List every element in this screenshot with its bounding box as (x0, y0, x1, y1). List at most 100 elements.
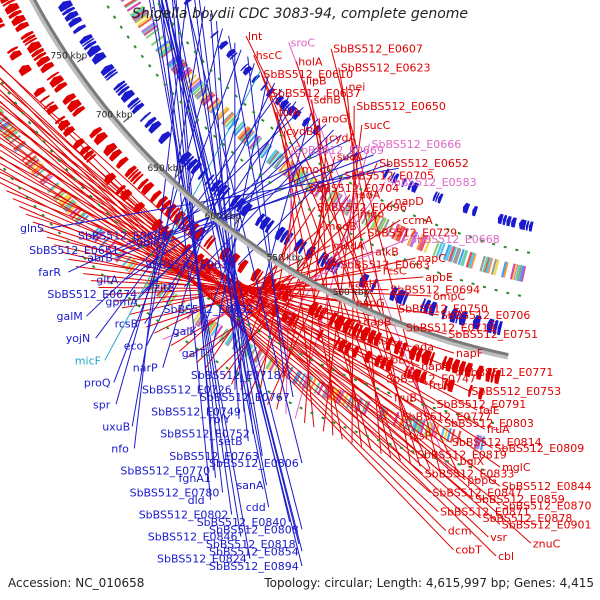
label-connector (216, 21, 245, 412)
gene-feature (421, 349, 432, 365)
gene-feature (502, 214, 508, 226)
gene-label: SbBS512_E0747 (386, 372, 476, 385)
label-connector (160, 0, 212, 500)
gene-feature (11, 14, 27, 27)
gene-feature (279, 229, 290, 243)
gene-feature (511, 217, 517, 228)
gene-label: SbBS512_E0683 (340, 258, 430, 271)
gene-label: SbBS512_E0732 (164, 303, 254, 316)
gene-feature (298, 241, 308, 255)
gene-label: SbBS512_E0608 (78, 229, 168, 242)
gene-feature (39, 95, 50, 104)
gene-feature (206, 237, 217, 250)
gene-feature (441, 305, 448, 320)
gene-feature (93, 131, 108, 146)
label-connector (0, 113, 466, 481)
cog-feature (133, 11, 149, 23)
label-connector (257, 169, 301, 400)
cog-feature (445, 245, 453, 261)
cog-feature (268, 151, 280, 165)
label-connector (346, 86, 382, 454)
cog-feature (375, 216, 385, 232)
cog-feature (306, 177, 318, 193)
gene-label: SbBS512_E0636 (145, 259, 235, 272)
kbp-tick-mark (123, 116, 130, 123)
cog-feature (129, 5, 145, 17)
reverse-strand-track-outer (183, 0, 534, 232)
gene-label: SbBS512_E0718 (191, 369, 281, 382)
gene-label: SbBS512_E0808 (209, 523, 299, 536)
gene-feature (86, 45, 102, 58)
cog-feature (473, 434, 479, 449)
gene-feature (31, 47, 45, 58)
gene-label: eco (124, 340, 144, 353)
kbp-tick-label: 550 kbp (267, 253, 304, 263)
cog-feature (341, 392, 350, 407)
gene-label: aroG (321, 112, 347, 125)
cog-feature (281, 160, 293, 175)
gene-feature (115, 83, 128, 94)
cog-feature (443, 244, 451, 261)
gene-label: nei (349, 81, 366, 94)
gene-label: SbBS512_E0859 (475, 493, 565, 506)
gene-label: modA (333, 239, 365, 252)
gene-feature (411, 182, 420, 193)
gene-feature (82, 38, 95, 47)
gene-feature (0, 17, 4, 24)
gene-label: SbBS512_E0706 (441, 309, 531, 322)
gene-label: SbBS512_E0870 (502, 499, 592, 512)
cog-feature (136, 15, 152, 27)
gene-feature (455, 309, 461, 324)
gene-feature (392, 173, 400, 184)
gene-feature (429, 352, 436, 366)
gene-feature (437, 193, 444, 204)
gene-label: rplY (209, 413, 231, 426)
gene-label: lysP (409, 430, 431, 443)
cog-feature (180, 302, 191, 316)
gene-feature (72, 24, 87, 35)
gene-label: dld (188, 494, 205, 507)
cog-feature (0, 109, 4, 114)
cog-feature (238, 126, 251, 141)
gene-feature (83, 40, 97, 51)
gene-label: ompC (433, 290, 465, 303)
label-connector (175, 0, 214, 471)
cog-feature (91, 228, 103, 240)
gene-feature (0, 0, 10, 4)
cog-feature (417, 234, 426, 251)
cog-feature (520, 265, 527, 282)
cog-feature (265, 149, 278, 164)
label-connector (0, 117, 501, 468)
cog-feature (213, 325, 224, 339)
kbp-ticks: 500 kbp 550 kbp 600 kbp 650 kbp 700 kbp 750 k… (51, 51, 370, 304)
cog-feature (502, 261, 509, 278)
gene-label: holA (298, 55, 323, 68)
gene-feature (390, 172, 396, 182)
gene-feature (22, 34, 36, 44)
cog-feature (156, 42, 171, 54)
gene-label: SbBS512_E0694 (390, 284, 480, 297)
gene-feature (131, 102, 145, 115)
cog-feature (123, 0, 137, 8)
gene-feature (8, 9, 22, 20)
gene-feature (0, 23, 6, 29)
label-connector (165, 0, 303, 530)
gene-feature (204, 174, 215, 186)
cog-feature (134, 13, 150, 25)
gene-label: fghA1 (179, 472, 211, 485)
gene-label: lnt (248, 30, 263, 43)
cog-feature (448, 245, 456, 262)
cog-feature (125, 259, 137, 272)
gene-label: SbBS512_E0777 (402, 411, 492, 424)
gene-feature (423, 299, 432, 314)
label-connector (86, 106, 304, 317)
gene-label: modC (302, 163, 334, 176)
gene-feature (79, 145, 91, 157)
gene-feature (141, 181, 155, 196)
cog-feature (465, 251, 473, 268)
gene-label: folE (479, 404, 500, 417)
label-connector (0, 111, 431, 493)
gene-label: SbBS512_E0814 (452, 436, 542, 449)
